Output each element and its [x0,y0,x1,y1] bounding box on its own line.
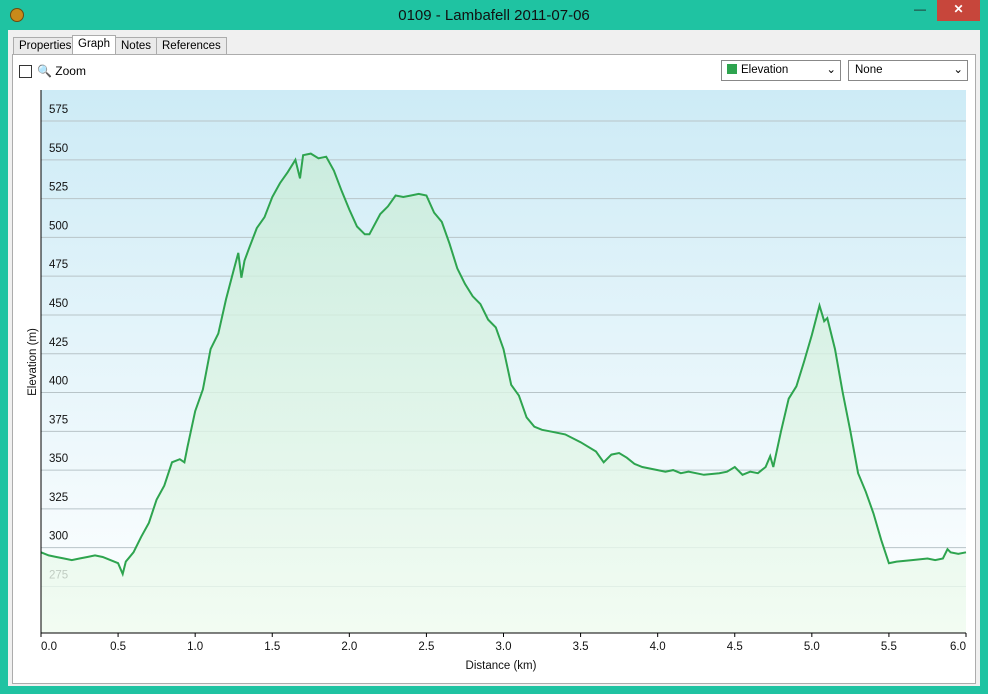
x-tick-label: 1.5 [264,641,280,653]
app-icon [10,8,24,22]
window-title: 0109 - Lambafell 2011-07-06 [398,7,590,24]
zoom-checkbox[interactable] [19,65,32,78]
y-tick-label: 425 [49,337,68,349]
y-axis-label: Elevation (m) [27,328,39,396]
x-tick-label: 4.0 [650,641,666,653]
y-tick-label: 525 [49,182,68,194]
y-tick-label: 550 [49,143,68,155]
x-tick-label: 4.5 [727,641,743,653]
close-button[interactable]: ✕ [937,0,980,21]
zoom-label[interactable]: 🔍 Zoom [37,64,86,78]
select-text: None [855,64,883,76]
zoom-text: Zoom [55,64,86,78]
y-tick-label: 450 [49,298,68,310]
secondary-select[interactable]: None ⌄ [848,60,968,81]
y-tick-label: 375 [49,414,68,426]
x-tick-label: 2.5 [418,641,434,653]
x-tick-label: 0.5 [110,641,126,653]
tab[interactable]: References [156,37,227,55]
y-tick-label: 475 [49,259,68,271]
x-tick-label: 2.0 [341,641,357,653]
y-tick-label: 500 [49,220,68,232]
area-fill [41,153,966,633]
x-axis-label: Distance (km) [466,660,537,672]
x-tick-label: 0.0 [41,641,57,653]
x-tick-label: 5.5 [881,641,897,653]
select-text: Elevation [741,64,789,76]
series-select[interactable]: Elevation ⌄ [721,60,841,81]
y-tick-label: 325 [49,492,68,504]
minimize-button[interactable]: — [914,2,926,16]
x-tick-label: 3.5 [573,641,589,653]
legend-swatch [727,64,737,74]
tab[interactable]: Notes [115,37,158,55]
y-tick-label: 400 [49,376,68,388]
line [40,152,967,578]
y-tick-label: 300 [49,531,68,543]
x-tick-label: 1.0 [187,641,203,653]
y-tick-label: 575 [49,104,68,116]
x-tick-label: 6.0 [950,641,966,653]
x-tick-label: 3.0 [496,641,512,653]
y-tick-label: 350 [49,453,68,465]
x-tick-label: 5.0 [804,641,820,653]
